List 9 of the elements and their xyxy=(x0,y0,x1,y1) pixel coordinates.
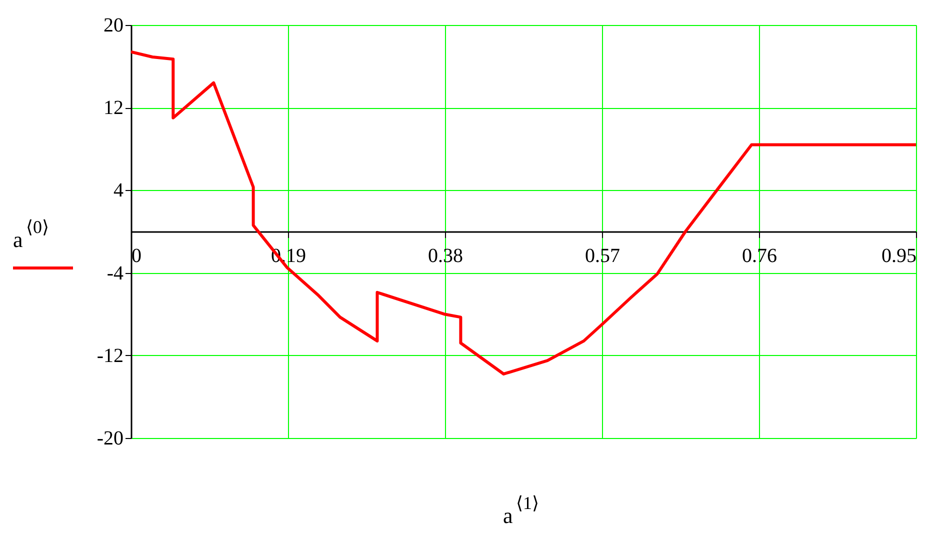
y-tick-label: -4 xyxy=(106,262,124,284)
x-tick-label: 0 xyxy=(132,245,142,267)
y-tick-label: 12 xyxy=(104,97,124,120)
y-tick-label: -20 xyxy=(96,428,124,450)
y-tick-label: 20 xyxy=(104,14,124,36)
y-tick-label: 4 xyxy=(114,180,124,202)
y-tick-label: -12 xyxy=(96,344,124,367)
x-tick-label: 0.95 xyxy=(882,245,916,267)
line-series xyxy=(131,50,916,376)
